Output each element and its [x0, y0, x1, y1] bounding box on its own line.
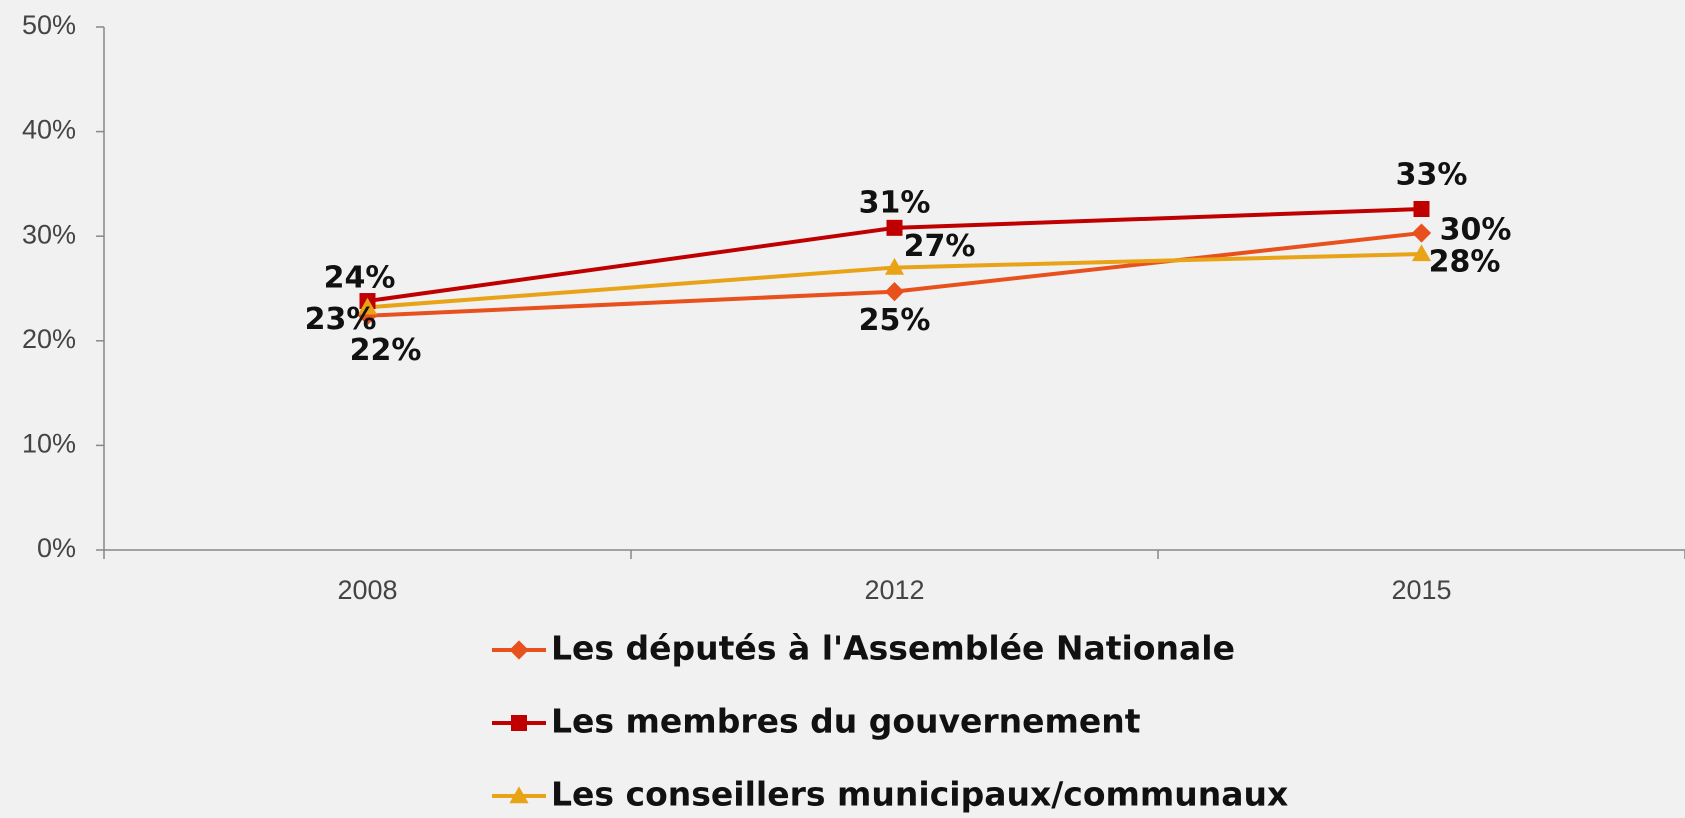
data-label: 30%	[1440, 213, 1512, 248]
data-label: 24%	[324, 261, 396, 296]
y-tick-label: 50%	[22, 10, 76, 40]
legend-label: Les membres du gouvernement	[551, 702, 1141, 741]
y-tick-label: 40%	[22, 115, 76, 145]
x-tick-label: 2012	[864, 575, 924, 605]
data-label: 33%	[1396, 158, 1468, 193]
marker	[884, 257, 905, 275]
data-label: 27%	[904, 229, 976, 264]
legend-label: Les conseillers municipaux/communaux	[551, 775, 1288, 814]
marker	[886, 219, 903, 236]
data-label: 22%	[350, 333, 422, 368]
legend-label: Les députés à l'Assemblée Nationale	[551, 629, 1235, 668]
y-tick-label: 30%	[22, 219, 76, 249]
marker	[1411, 244, 1432, 262]
y-tick-label: 0%	[37, 533, 76, 563]
marker	[509, 640, 529, 660]
marker	[1411, 223, 1432, 243]
data-label: 25%	[859, 303, 931, 338]
data-label: 28%	[1429, 244, 1501, 279]
data-label: 31%	[859, 185, 931, 220]
data-label: 23%	[305, 302, 377, 337]
marker	[884, 282, 905, 302]
y-tick-label: 10%	[22, 429, 76, 459]
y-tick-label: 20%	[22, 324, 76, 354]
marker	[357, 297, 378, 315]
x-tick-label: 2008	[337, 575, 397, 605]
marker	[1413, 201, 1430, 218]
marker	[509, 786, 529, 804]
x-tick-label: 2015	[1391, 575, 1451, 605]
marker	[511, 715, 527, 731]
